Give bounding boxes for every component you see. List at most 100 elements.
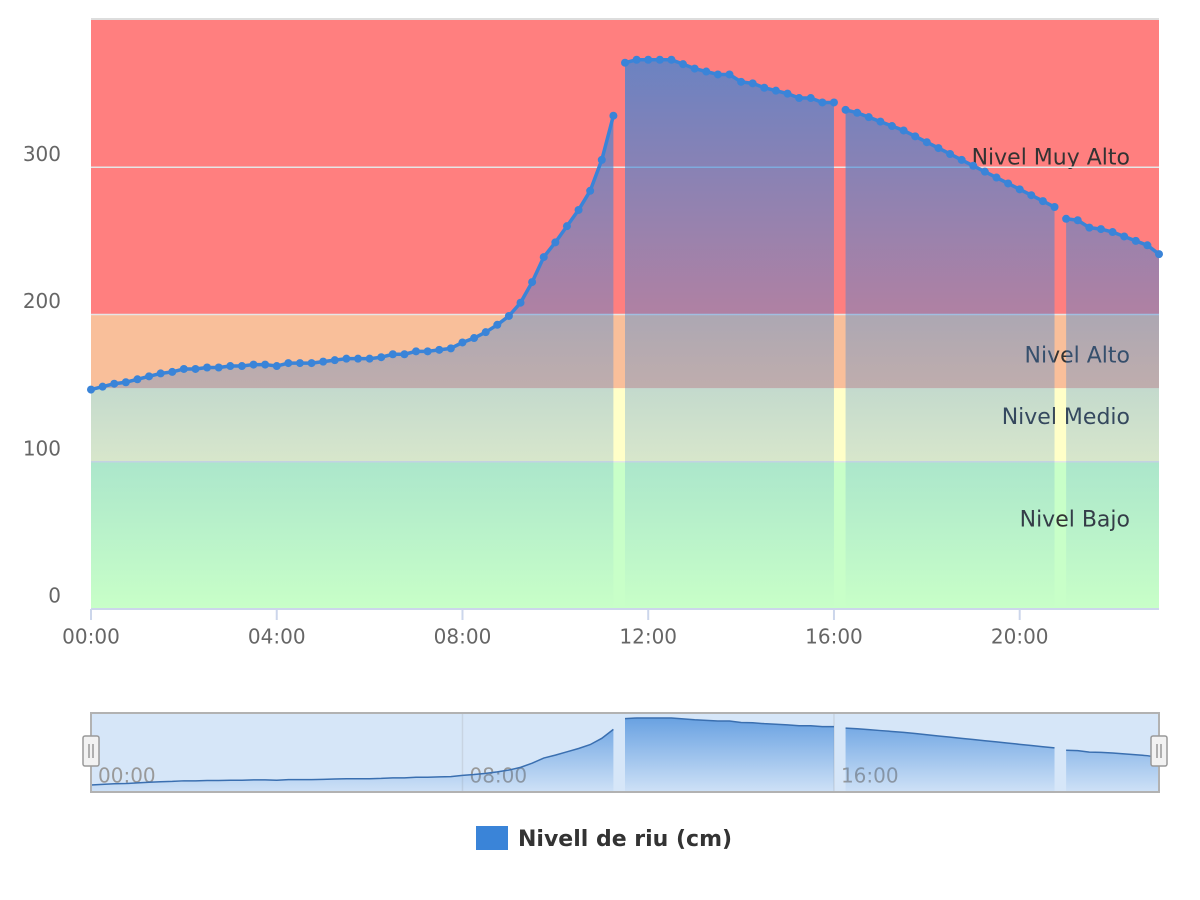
y-tick-label: 0 [48,584,61,608]
marker [249,360,258,369]
marker [829,98,838,107]
marker [1073,216,1082,225]
y-tick-label: 300 [23,142,61,166]
marker [458,338,467,347]
marker [261,360,270,369]
marker [435,345,444,354]
marker [853,108,862,117]
marker [504,311,513,320]
plot-band-label: Nivel Muy Alto [972,145,1130,170]
legend-swatch [476,826,508,850]
marker [1155,250,1163,259]
marker [748,79,757,88]
marker [237,362,246,371]
marker [168,367,177,376]
marker [644,55,653,64]
marker [922,138,931,147]
marker [597,155,606,164]
marker [1062,214,1071,223]
marker [725,70,734,79]
marker [899,126,908,135]
legend-label: Nivell de riu (cm) [518,827,732,852]
marker [609,111,618,120]
marker [992,173,1001,182]
marker [1108,228,1117,237]
marker [1038,197,1047,206]
marker [690,64,699,73]
x-tick-label: 12:00 [619,625,677,649]
marker [841,105,850,114]
marker [632,55,641,64]
marker [423,347,432,356]
marker [446,344,455,353]
marker [145,372,154,381]
navigator-handle[interactable] [82,735,100,767]
marker [272,362,281,371]
marker [1131,236,1140,245]
marker [179,364,188,373]
marker [783,89,792,98]
marker [1085,223,1094,232]
marker [864,113,873,122]
legend: Nivell de riu (cm) [476,826,732,852]
x-tick-label: 00:00 [62,625,120,649]
marker [969,161,978,170]
marker [1027,191,1036,200]
marker [354,354,362,363]
marker [121,378,130,387]
marker [307,359,316,368]
legend-item[interactable]: Nivell de riu (cm) [476,826,732,852]
area [91,59,1159,609]
plot-area: 0 100 200 300 00:00 04:00 08:00 12:00 16:00 20:00 [23,18,1163,649]
marker [156,369,165,378]
marker [412,347,421,356]
marker [470,334,479,343]
marker [679,60,688,69]
y-tick-label: 200 [23,289,61,313]
marker [1143,241,1152,250]
x-tick-label: 16:00 [805,625,863,649]
marker [888,122,896,131]
marker [493,320,502,329]
marker [737,77,746,86]
marker [713,70,722,79]
marker [98,382,107,391]
marker [771,86,780,95]
marker [1096,225,1105,234]
marker [330,356,339,365]
marker [319,357,328,366]
marker [1050,203,1059,212]
marker [87,385,95,394]
marker [516,298,525,307]
marker [400,350,409,359]
marker [574,205,583,214]
marker [377,353,386,362]
marker [226,362,235,371]
marker [655,55,664,64]
marker [110,379,119,388]
marker [1015,185,1024,194]
navigator-area [91,718,1159,792]
marker [528,278,537,287]
marker [1120,232,1129,241]
marker [1004,179,1013,188]
marker [621,58,629,67]
marker [760,83,769,92]
marker [365,354,374,363]
marker [133,375,142,384]
marker [191,364,200,373]
marker [876,117,885,126]
marker [795,94,804,103]
navigator-handle[interactable] [1150,735,1168,767]
marker [667,55,676,64]
x-tick-label: 04:00 [248,625,306,649]
marker [214,363,223,372]
marker [934,144,943,153]
marker [980,167,989,176]
x-tick-label: 08:00 [434,625,492,649]
marker [295,359,304,368]
marker [551,238,560,247]
marker [957,155,966,164]
